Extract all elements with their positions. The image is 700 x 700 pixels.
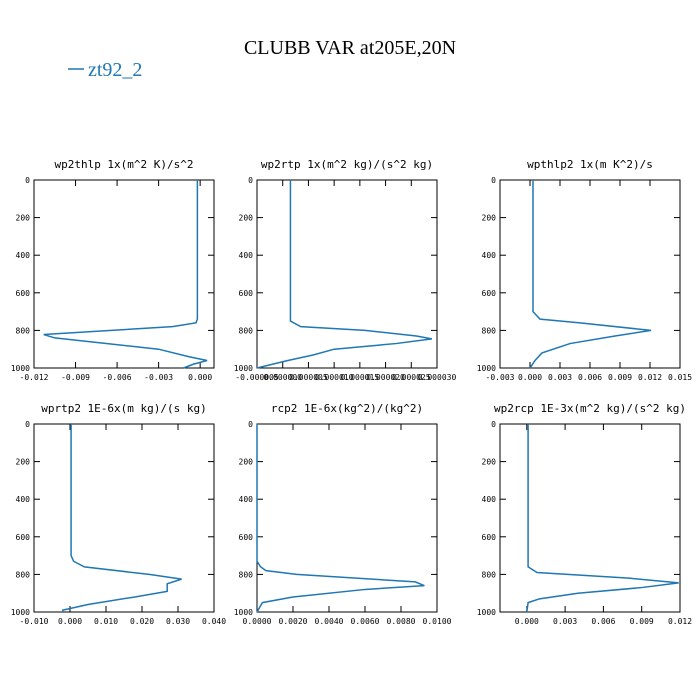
y-tick-label: 200 (16, 214, 31, 223)
x-tick-label: 0.0040 (315, 617, 344, 626)
x-tick-label: -0.000005 (235, 373, 279, 382)
plot-frame (499, 423, 681, 613)
x-tick-label: 0.000030 (418, 373, 457, 382)
y-tick-label: 1000 (11, 608, 30, 617)
y-tick-label: 1000 (477, 608, 496, 617)
y-tick-label: 200 (239, 458, 254, 467)
profile-line (256, 180, 432, 369)
y-tick-label: 200 (16, 458, 31, 467)
y-tick-label: 600 (239, 289, 254, 298)
y-tick-label: 800 (482, 326, 497, 335)
y-tick-label: 800 (482, 570, 497, 579)
y-tick-label: 800 (239, 570, 254, 579)
x-tick-label: 0.040 (202, 617, 226, 626)
y-tick-label: 0 (248, 176, 253, 185)
y-tick-label: 800 (16, 326, 31, 335)
y-tick-label: 400 (239, 251, 254, 260)
y-tick-label: 600 (482, 533, 497, 542)
x-tick-label: -0.003 (144, 373, 173, 382)
figure-title: CLUBB VAR at205E,20N (244, 37, 456, 59)
x-tick-label: 0.020 (130, 617, 154, 626)
y-tick-label: 1000 (234, 608, 253, 617)
x-tick-label: 0.003 (553, 617, 577, 626)
x-tick-label: 0.0100 (423, 617, 452, 626)
y-tick-label: 400 (16, 495, 31, 504)
y-tick-label: 0 (491, 420, 496, 429)
y-tick-label: 400 (482, 495, 497, 504)
plot-frame (256, 423, 438, 613)
x-tick-label: 0.0060 (351, 617, 380, 626)
y-tick-label: 1000 (11, 364, 30, 373)
x-tick-label: 0.006 (591, 617, 615, 626)
panel-title: rcp2 1E-6x(kg^2)/(kg^2) (271, 402, 423, 415)
profile-line (526, 424, 679, 613)
y-tick-label: 0 (491, 176, 496, 185)
y-tick-label: 1000 (477, 364, 496, 373)
profile-line (43, 180, 208, 369)
plot-frame (256, 179, 438, 369)
y-tick-label: 600 (239, 533, 254, 542)
panel-title: wp2rtp 1x(m^2 kg)/(s^2 kg) (261, 158, 433, 171)
y-tick-label: 0 (25, 176, 30, 185)
x-tick-label: 0.012 (668, 617, 692, 626)
plot-frame (33, 179, 215, 369)
y-tick-label: 600 (16, 289, 31, 298)
x-tick-label: -0.012 (20, 373, 49, 382)
x-tick-label: 0.0000 (243, 617, 272, 626)
y-tick-label: 200 (482, 458, 497, 467)
x-tick-label: 0.000015 (341, 373, 380, 382)
x-tick-label: 0.000 (515, 617, 539, 626)
y-tick-label: 0 (25, 420, 30, 429)
x-tick-label: 0.000 (58, 617, 82, 626)
y-tick-label: 800 (16, 570, 31, 579)
x-tick-label: 0.010 (94, 617, 118, 626)
x-tick-label: 0.009 (630, 617, 654, 626)
y-tick-label: 400 (16, 251, 31, 260)
panel-title: wp2thlp 1x(m^2 K)/s^2 (54, 158, 193, 171)
panel-title: wprtp2 1E-6x(m kg)/(s kg) (41, 402, 207, 415)
x-tick-label: -0.009 (61, 373, 90, 382)
y-tick-label: 600 (482, 289, 497, 298)
y-tick-label: 600 (16, 533, 31, 542)
x-tick-label: -0.006 (103, 373, 132, 382)
y-tick-label: 800 (239, 326, 254, 335)
profile-line (529, 180, 652, 369)
x-tick-label: 0.006 (578, 373, 602, 382)
x-tick-label: 0.0020 (279, 617, 308, 626)
x-tick-label: 0.000000 (263, 373, 302, 382)
panel-title: wpthlp2 1x(m K^2)/s (527, 158, 653, 171)
x-tick-label: 0.000 (518, 373, 542, 382)
profile-line (256, 424, 425, 613)
plot-frame (33, 423, 215, 613)
y-tick-label: 200 (482, 214, 497, 223)
x-tick-label: 0.000025 (392, 373, 431, 382)
y-tick-label: 200 (239, 214, 254, 223)
x-tick-label: 0.000010 (315, 373, 354, 382)
x-tick-label: 0.000020 (366, 373, 405, 382)
x-tick-label: 0.009 (608, 373, 632, 382)
x-tick-label: 0.015 (668, 373, 692, 382)
y-tick-label: 0 (248, 420, 253, 429)
profile-line (62, 424, 182, 612)
panel-title: wp2rcp 1E-3x(m^2 kg)/(s^2 kg) (494, 402, 686, 415)
x-tick-label: 0.030 (166, 617, 190, 626)
y-tick-label: 1000 (234, 364, 253, 373)
x-tick-label: 0.0080 (387, 617, 416, 626)
y-tick-label: 400 (239, 495, 254, 504)
y-tick-label: 400 (482, 251, 497, 260)
x-tick-label: 0.012 (638, 373, 662, 382)
x-tick-label: -0.003 (486, 373, 515, 382)
x-tick-label: -0.010 (20, 617, 49, 626)
legend-label: zt92_2 (88, 59, 142, 81)
x-tick-label: 0.000 (188, 373, 212, 382)
x-tick-label: 0.003 (548, 373, 572, 382)
x-tick-label: 0.000005 (289, 373, 328, 382)
